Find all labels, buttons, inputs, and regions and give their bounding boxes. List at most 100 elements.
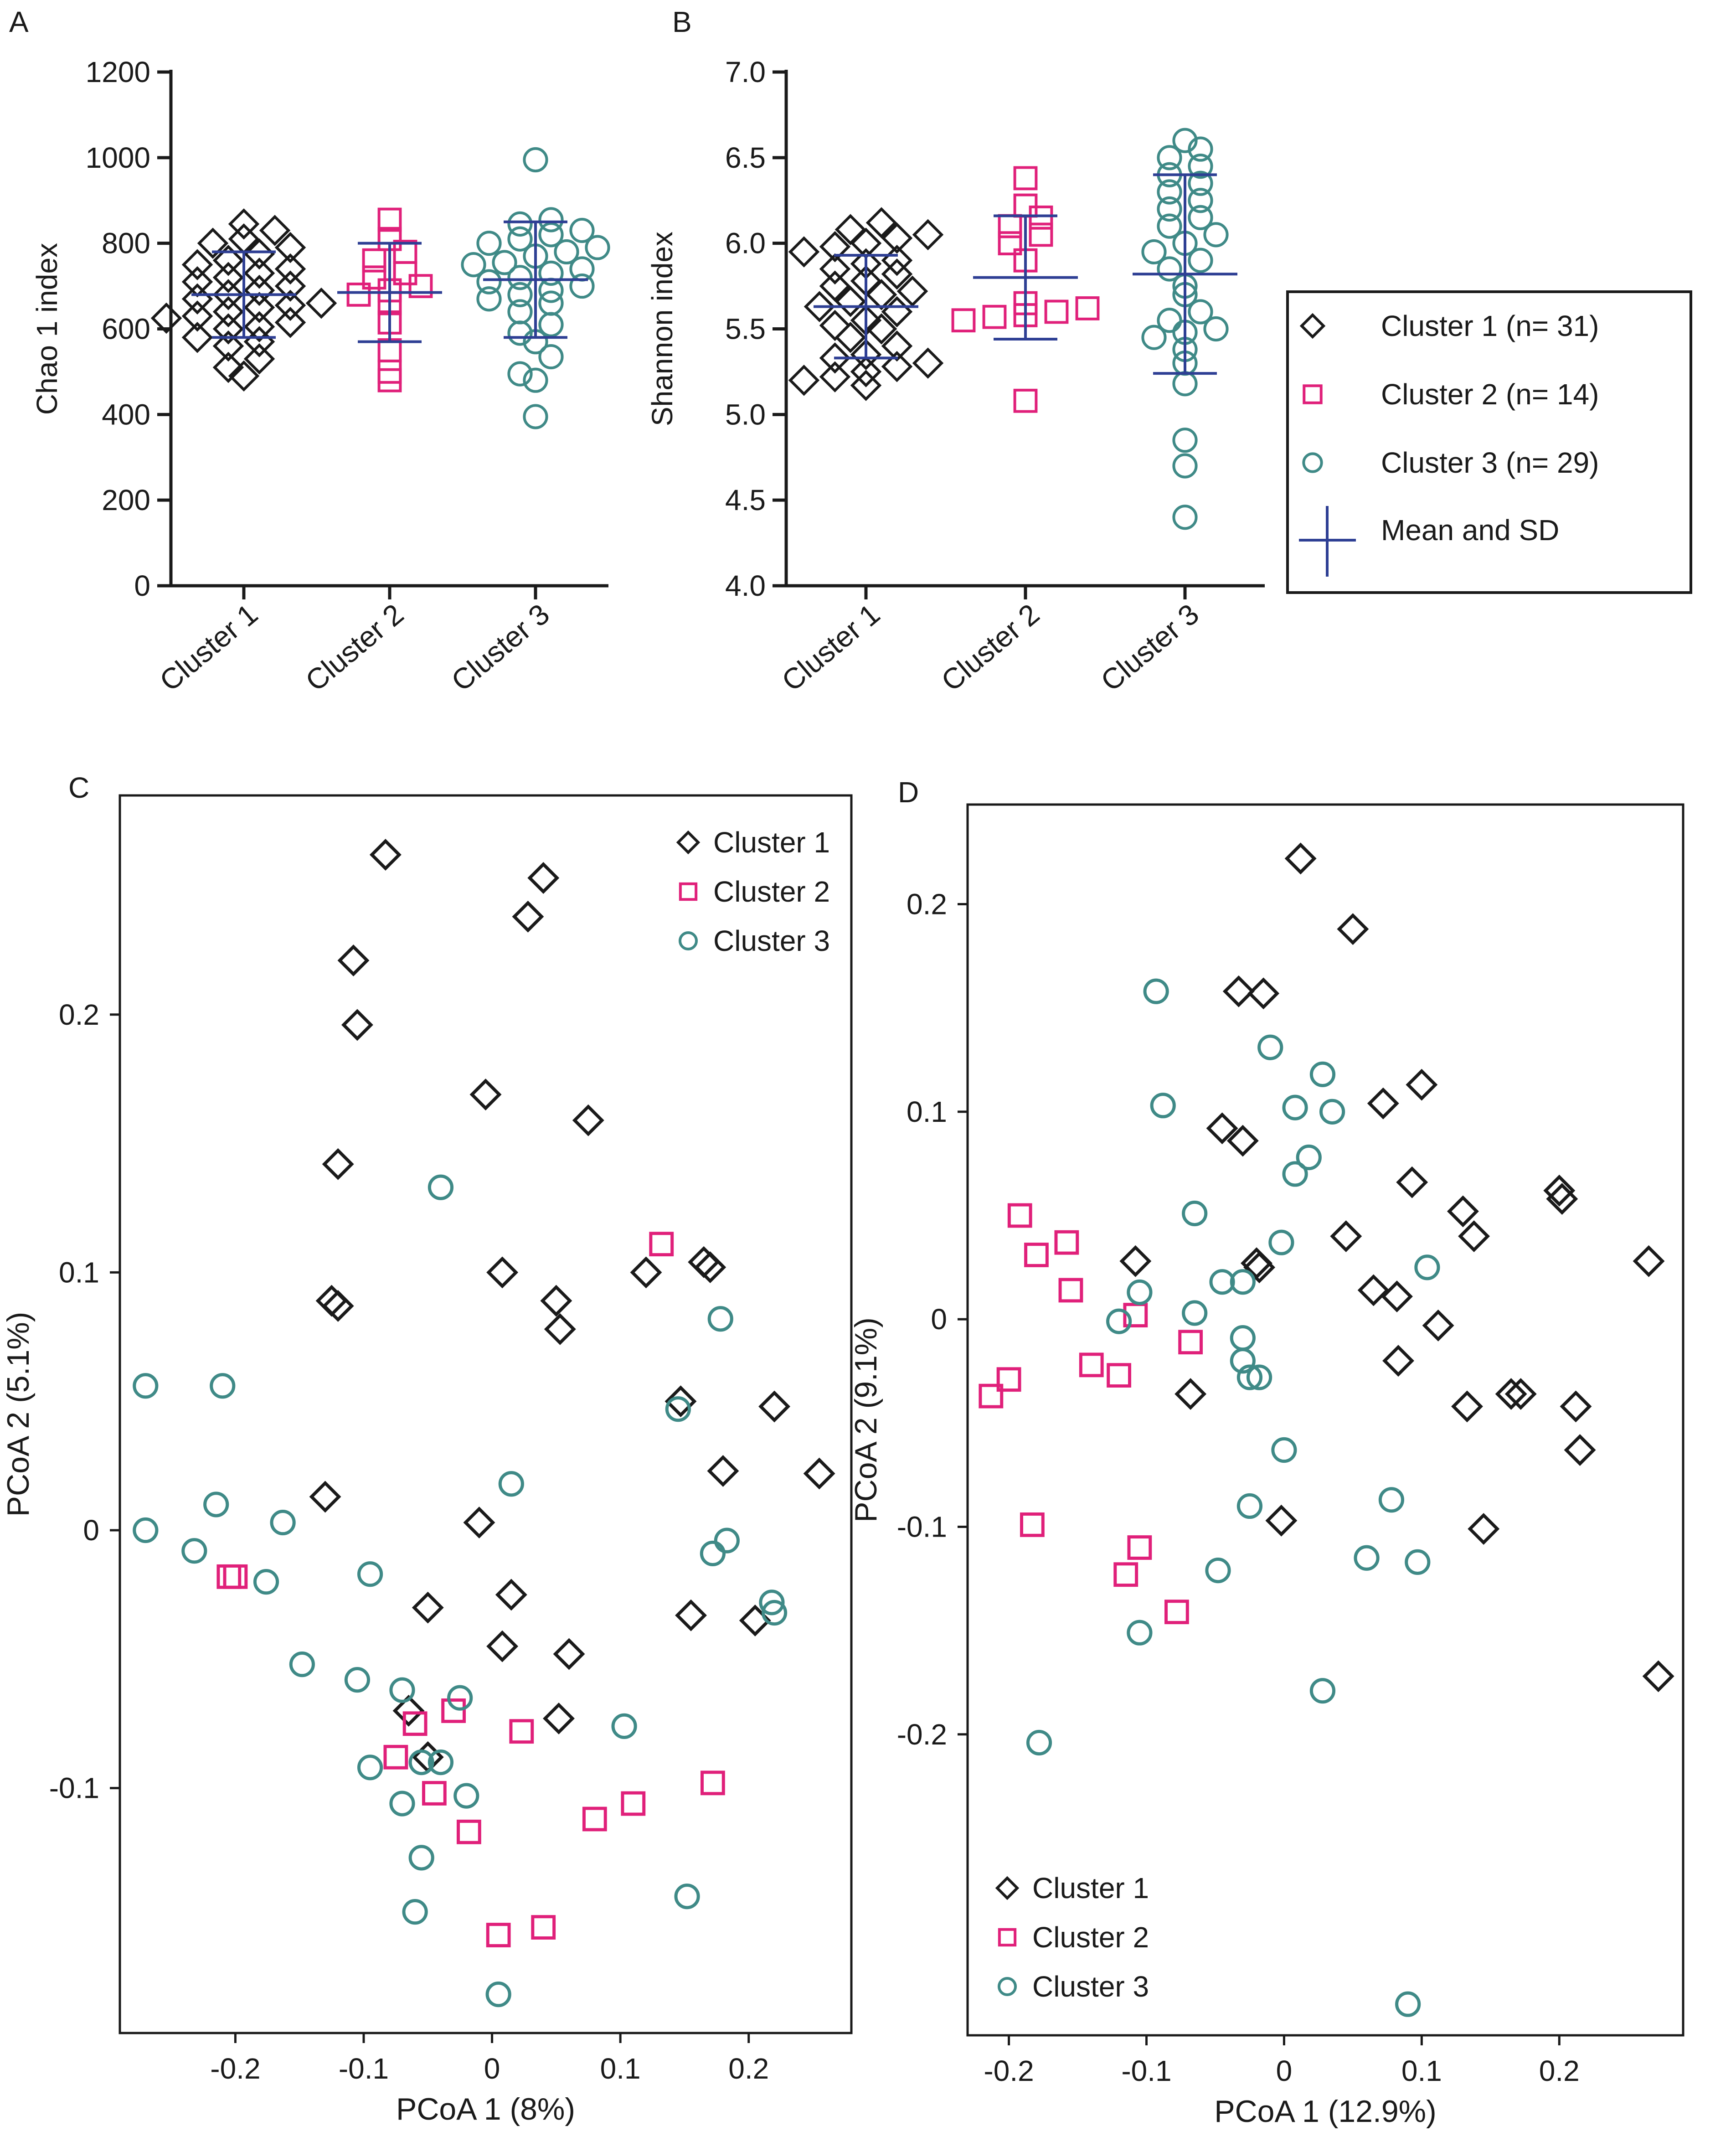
chart-d-point-cluster-1 <box>1284 842 1317 875</box>
chart-d-point-cluster-2 <box>1127 1535 1152 1560</box>
chart-b-point-cluster-3 <box>1157 145 1182 170</box>
panel-a-chao1-plot: 0 200 400 600 800 1000 1200 Chao 1 index Cluster… <box>31 56 610 698</box>
chart-c-point-cluster-3 <box>203 1491 229 1517</box>
chart-a-point-cluster-1 <box>150 302 182 334</box>
chart-a-point-cluster-3 <box>523 367 548 393</box>
chart-b-point-cluster-1 <box>850 356 882 387</box>
chart-a-point-cluster-3 <box>476 231 502 256</box>
chart-b-point-cluster-1 <box>835 214 866 245</box>
chart-a-point-cluster-3 <box>492 250 517 275</box>
chart-c-point-cluster-1 <box>527 862 560 894</box>
chart-d-point-cluster-3 <box>1182 1300 1208 1326</box>
chart-c-point-cluster-2 <box>456 1819 481 1844</box>
chart-a-point-cluster-1 <box>243 343 275 375</box>
chart-c-point-cluster-2 <box>582 1806 607 1832</box>
chart-c-point-cluster-3 <box>453 1783 479 1809</box>
chart-b-point-cluster-1 <box>881 330 913 362</box>
chart-d-point-cluster-3 <box>1150 1093 1176 1119</box>
chart-d-point-cluster-1 <box>1247 977 1280 1010</box>
chart-c-point-cluster-3 <box>402 1899 428 1925</box>
chart-a-point-cluster-1 <box>181 322 213 353</box>
chart-c-point-cluster-2 <box>441 1698 466 1723</box>
chart-b-point-cluster-3 <box>1188 170 1213 196</box>
chart-b-point-cluster-1 <box>819 361 851 392</box>
chart-d-point-cluster-1 <box>1546 1183 1578 1215</box>
chart-d-legend-marker-cluster-3 <box>997 1977 1017 1997</box>
chart-a-ytick-label: 800 <box>102 227 150 260</box>
chart-d-point-cluster-2 <box>979 1383 1004 1409</box>
chart-c-point-cluster-1 <box>707 1455 739 1487</box>
chart-b-point-cluster-3 <box>1172 505 1198 530</box>
chart-d-point-cluster-3 <box>1143 978 1169 1004</box>
chart-b-point-cluster-1 <box>788 236 820 268</box>
chart-b-point-cluster-2 <box>1044 299 1069 324</box>
chart-d-point-cluster-1 <box>1633 1245 1665 1277</box>
chart-a-ytick-label: 1000 <box>86 141 150 174</box>
chart-c-point-cluster-1 <box>463 1507 495 1539</box>
chart-d-legend-label-cluster-1: Cluster 1 <box>1032 1872 1149 1904</box>
chart-d-point-cluster-3 <box>1127 1279 1153 1306</box>
chart-a-point-cluster-1 <box>181 283 213 315</box>
chart-b-point-cluster-3 <box>1157 213 1182 239</box>
chart-a-point-cluster-1 <box>243 274 275 306</box>
chart-b-point-cluster-3 <box>1157 196 1182 222</box>
chart-b-point-cluster-3 <box>1172 453 1198 479</box>
chart-d-point-cluster-1 <box>1206 1112 1238 1145</box>
chart-d-ytick-label: 0.2 <box>907 888 947 921</box>
chart-a-point-cluster-3 <box>476 286 502 312</box>
chart-c-point-cluster-2 <box>223 1564 248 1589</box>
chart-d-frame <box>966 803 1684 2037</box>
chart-a-ytick-label: 600 <box>102 313 150 346</box>
chart-b-point-cluster-2 <box>951 308 976 333</box>
chart-c-legend-label-cluster-2: Cluster 2 <box>713 875 830 908</box>
legend-ab-label-mean-sd: Mean and SD <box>1381 514 1559 547</box>
chart-a-xtick-label-cluster-2: Cluster 2 <box>299 598 410 698</box>
chart-d-ytick-label: 0 <box>931 1303 947 1336</box>
chart-a-point-cluster-1 <box>243 292 275 323</box>
chart-d-point-cluster-1 <box>1468 1513 1500 1545</box>
chart-c-point-cluster-1 <box>540 1285 572 1317</box>
chart-d-point-cluster-3 <box>1127 1620 1153 1646</box>
chart-c-point-cluster-1 <box>322 1148 354 1180</box>
chart-c-point-cluster-1 <box>486 1256 519 1289</box>
chart-b-xtick-label-cluster-3: Cluster 3 <box>1095 598 1205 698</box>
chart-c-y-axis-title: PCoA 2 (5.1%) <box>1 1312 36 1517</box>
chart-a-point-cluster-1 <box>181 249 213 280</box>
chart-d-point-cluster-3 <box>1106 1308 1132 1334</box>
chart-c-point-cluster-3 <box>700 1540 726 1567</box>
legend-ab: Cluster 1 (n= 31) Cluster 2 (n= 14) Clus… <box>1286 290 1692 594</box>
chart-a-point-cluster-3 <box>523 404 548 429</box>
chart-b-point-cluster-1 <box>881 222 913 254</box>
chart-a-point-cluster-1 <box>274 307 306 338</box>
chart-a-point-cluster-3 <box>476 269 502 294</box>
chart-a-point-cluster-1 <box>274 232 306 263</box>
chart-c-point-cluster-1 <box>553 1638 585 1670</box>
chart-d-point-cluster-3 <box>1268 1229 1294 1255</box>
chart-d-point-cluster-1 <box>1367 1087 1399 1120</box>
chart-d-point-cluster-2 <box>1007 1203 1032 1228</box>
chart-d-point-cluster-2 <box>1058 1278 1083 1303</box>
chart-d-legend-label-cluster-2: Cluster 2 <box>1032 1921 1149 1954</box>
chart-c-x-axis-title: PCoA 1 (8%) <box>396 2092 575 2126</box>
chart-d-legend-label-cluster-3: Cluster 3 <box>1032 1970 1149 2003</box>
chart-a-point-cluster-3 <box>507 211 533 237</box>
legend-ab-marker-cluster2 <box>1303 384 1323 404</box>
panel-c-pcoa-plot: -0.2 -0.1 0 0.1 0.2 -0.1 0 0.1 0.2 PCoA 1 (8%) PCo… <box>1 794 853 2126</box>
chart-c-point-cluster-2 <box>216 1564 242 1589</box>
chart-a-point-cluster-1 <box>212 262 244 294</box>
chart-d-point-cluster-2 <box>1123 1303 1148 1327</box>
chart-c-point-cluster-1 <box>412 1741 444 1773</box>
chart-c-point-cluster-3 <box>389 1677 415 1703</box>
chart-c-frame <box>118 794 853 2034</box>
chart-c-point-cluster-1 <box>544 1313 576 1345</box>
chart-b-point-cluster-1 <box>819 270 851 302</box>
chart-b-xtick-label-cluster-2: Cluster 2 <box>935 598 1046 698</box>
chart-a-point-cluster-3 <box>507 226 533 252</box>
chart-d-legend-marker-cluster-2 <box>998 1928 1017 1947</box>
chart-a-point-cluster-1 <box>212 244 244 276</box>
legend-ab-label-cluster1: Cluster 1 (n= 31) <box>1381 310 1599 342</box>
chart-a-xtick-label-cluster-1: Cluster 1 <box>154 598 264 698</box>
chart-d-point-cluster-2 <box>1054 1230 1079 1255</box>
chart-d-point-cluster-3 <box>1405 1549 1431 1575</box>
chart-b-ytick-label: 5.0 <box>725 398 766 431</box>
